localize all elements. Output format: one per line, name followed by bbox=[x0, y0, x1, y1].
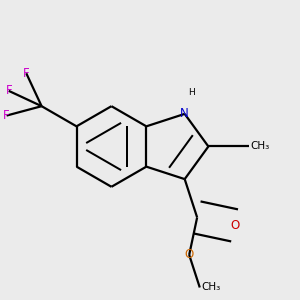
Text: O: O bbox=[184, 248, 194, 261]
Text: CH₃: CH₃ bbox=[250, 142, 270, 152]
Text: N: N bbox=[180, 107, 189, 120]
Text: CH₃: CH₃ bbox=[202, 283, 221, 292]
Text: F: F bbox=[23, 67, 30, 80]
Text: O: O bbox=[230, 219, 239, 232]
Text: F: F bbox=[3, 109, 10, 122]
Text: H: H bbox=[188, 88, 195, 97]
Text: F: F bbox=[5, 84, 12, 98]
